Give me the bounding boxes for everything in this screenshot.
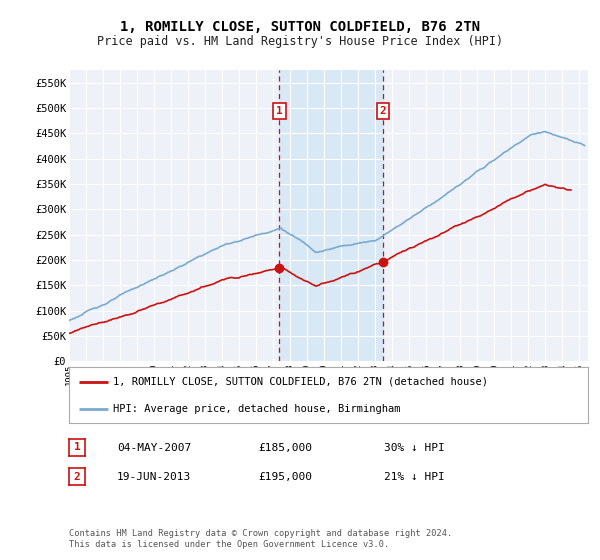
Text: 19-JUN-2013: 19-JUN-2013 <box>117 472 191 482</box>
Text: Price paid vs. HM Land Registry's House Price Index (HPI): Price paid vs. HM Land Registry's House … <box>97 35 503 48</box>
Text: 2: 2 <box>380 106 386 116</box>
Text: £185,000: £185,000 <box>258 443 312 453</box>
Text: HPI: Average price, detached house, Birmingham: HPI: Average price, detached house, Birm… <box>113 404 401 414</box>
Text: 1, ROMILLY CLOSE, SUTTON COLDFIELD, B76 2TN: 1, ROMILLY CLOSE, SUTTON COLDFIELD, B76 … <box>120 20 480 34</box>
Text: 2: 2 <box>74 472 80 482</box>
Text: 1: 1 <box>74 442 80 452</box>
Text: 21% ↓ HPI: 21% ↓ HPI <box>384 472 445 482</box>
Text: 1: 1 <box>276 106 283 116</box>
Text: £195,000: £195,000 <box>258 472 312 482</box>
Text: 30% ↓ HPI: 30% ↓ HPI <box>384 443 445 453</box>
Text: 04-MAY-2007: 04-MAY-2007 <box>117 443 191 453</box>
Text: 1, ROMILLY CLOSE, SUTTON COLDFIELD, B76 2TN (detached house): 1, ROMILLY CLOSE, SUTTON COLDFIELD, B76 … <box>113 377 488 387</box>
Text: Contains HM Land Registry data © Crown copyright and database right 2024.
This d: Contains HM Land Registry data © Crown c… <box>69 529 452 549</box>
Bar <box>280 70 383 361</box>
